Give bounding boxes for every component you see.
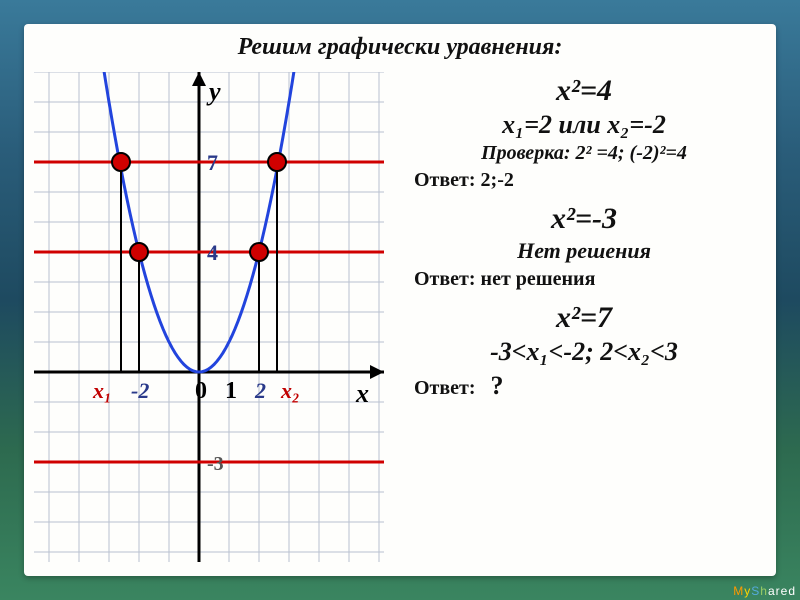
eq3-solution: -3<x₁<-2; 2<x₂<3 bbox=[404, 337, 764, 367]
svg-text:0: 0 bbox=[195, 378, 207, 404]
eq1-main: x²=4 bbox=[404, 74, 764, 108]
graph-svg: у х 01 7 4 -3 -2 2 х₁ х₂ bbox=[34, 72, 384, 562]
svg-text:х: х bbox=[355, 379, 369, 408]
svg-text:7: 7 bbox=[207, 150, 218, 175]
svg-text:-2: -2 bbox=[131, 378, 149, 403]
eq2-main: x²=-3 bbox=[404, 202, 764, 236]
eq2-answer: Ответ: нет решения bbox=[414, 268, 764, 291]
eq1-check: Проверка: 2² =4; (-2)²=4 bbox=[404, 142, 764, 165]
graph-area: у х 01 7 4 -3 -2 2 х₁ х₂ bbox=[34, 72, 384, 562]
eq1-answer: Ответ: 2;-2 bbox=[414, 169, 764, 192]
eq3-answer-label: Ответ: bbox=[414, 377, 476, 399]
eq1-solution: x₁=2 или x₂=-2 bbox=[404, 110, 764, 140]
svg-text:х₂: х₂ bbox=[280, 378, 300, 403]
equations-panel: x²=4 x₁=2 или x₂=-2 Проверка: 2² =4; (-2… bbox=[404, 72, 764, 562]
svg-text:1: 1 bbox=[225, 378, 237, 404]
eq3-answer: Ответ: ? bbox=[414, 371, 764, 401]
slide-title: Решим графически уравнения: bbox=[24, 34, 776, 61]
slide-card: Решим графически уравнения: ух0174-3-22х… bbox=[24, 24, 776, 576]
svg-text:4: 4 bbox=[207, 240, 218, 265]
svg-text:-3: -3 bbox=[207, 453, 224, 475]
eq3-main: x²=7 bbox=[404, 301, 764, 335]
svg-text:2: 2 bbox=[254, 378, 266, 403]
eq2-solution: Нет решения bbox=[404, 238, 764, 264]
watermark-logo: MyShared bbox=[733, 584, 796, 598]
svg-text:х₁: х₁ bbox=[92, 378, 112, 403]
eq3-answer-value: ? bbox=[491, 371, 504, 400]
svg-text:у: у bbox=[206, 77, 221, 106]
